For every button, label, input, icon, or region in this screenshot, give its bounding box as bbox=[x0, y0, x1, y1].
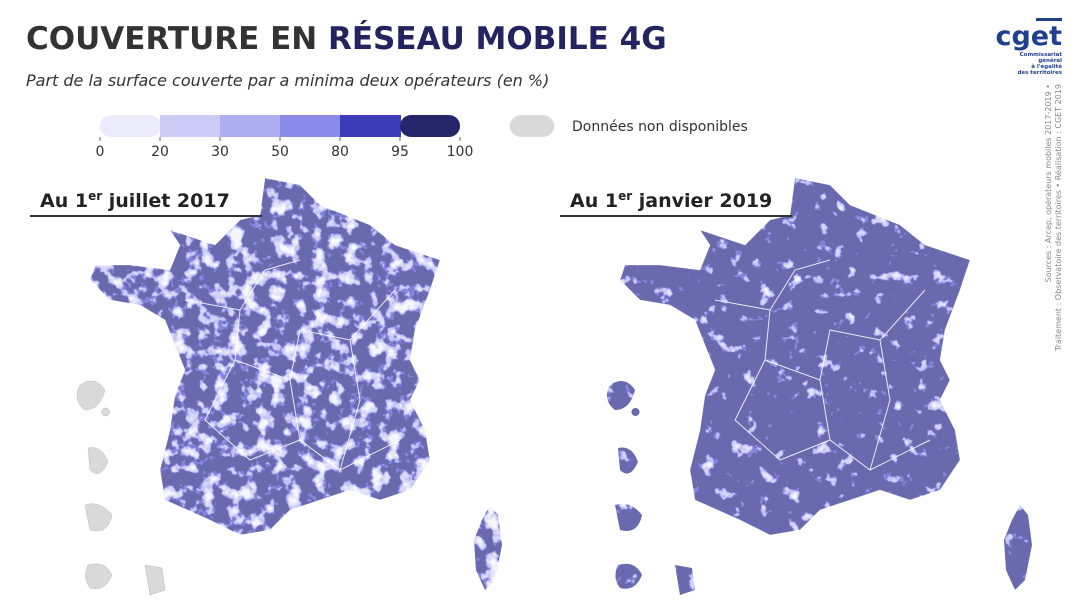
overseas-territory bbox=[76, 380, 106, 411]
legend-tick-label: 20 bbox=[151, 144, 169, 160]
map-title-sup: er bbox=[618, 189, 632, 203]
overseas-territory bbox=[606, 381, 635, 410]
overseas-territory bbox=[87, 447, 109, 474]
title-part: COUVERTURE EN bbox=[26, 21, 328, 57]
coverage-map bbox=[90, 178, 502, 590]
mainland bbox=[90, 178, 440, 535]
region-border bbox=[184, 259, 301, 311]
logo-caption: à l'égalité bbox=[1031, 63, 1062, 70]
overseas-territory bbox=[85, 563, 113, 589]
overseas bbox=[606, 381, 695, 595]
na-label: Données non disponibles bbox=[572, 119, 748, 135]
map-panel: Au 1er juillet 2017 bbox=[30, 177, 502, 596]
legend-swatch bbox=[400, 115, 460, 137]
legend-tick-label: 0 bbox=[96, 144, 105, 160]
region-border bbox=[234, 289, 396, 381]
legend-tick-label: 80 bbox=[331, 144, 349, 160]
region-border bbox=[204, 359, 401, 471]
logo-caption: général bbox=[1038, 57, 1062, 64]
region-border bbox=[289, 379, 301, 441]
map-title: Au 1er janvier 2019 bbox=[570, 189, 772, 212]
legend-tick-label: 50 bbox=[271, 144, 289, 160]
legend-swatch bbox=[100, 115, 161, 137]
overseas-territory bbox=[84, 503, 113, 532]
overseas-territory bbox=[101, 407, 110, 417]
mainland bbox=[620, 178, 970, 535]
map-panel: Au 1er janvier 2019 bbox=[560, 177, 1032, 595]
legend: 0 20 30 50 80 95 100 Données non disponibles bbox=[96, 115, 748, 160]
title: COUVERTURE EN RÉSEAU MOBILE 4G bbox=[26, 21, 667, 57]
legend-swatch bbox=[160, 115, 221, 137]
map-title-suffix: juillet 2017 bbox=[102, 190, 230, 212]
outline bbox=[619, 177, 971, 536]
region-border bbox=[764, 289, 926, 381]
legend-tick-label: 100 bbox=[447, 144, 474, 160]
corsica bbox=[474, 505, 502, 590]
logo-name: cget bbox=[995, 21, 1062, 52]
logo-caption: des territoires bbox=[1017, 70, 1062, 76]
overseas-territory bbox=[615, 563, 642, 589]
overseas-territory bbox=[144, 564, 166, 596]
overseas-territory bbox=[675, 565, 695, 595]
legend-swatch bbox=[220, 115, 281, 137]
map-title-prefix: Au 1 bbox=[40, 190, 88, 212]
map-title-sup: er bbox=[88, 189, 102, 203]
na-swatch bbox=[510, 115, 554, 137]
region-border bbox=[819, 379, 831, 441]
outline bbox=[89, 177, 441, 536]
maps: Au 1er juillet 2017 Au 1er janvier 2019 bbox=[30, 177, 1032, 596]
coverage-map bbox=[606, 178, 1032, 595]
subtitle: Part de la surface couverte par a minima… bbox=[26, 71, 549, 90]
region-border bbox=[714, 259, 831, 311]
region-border bbox=[869, 339, 891, 471]
region-border bbox=[734, 359, 931, 471]
region-border bbox=[339, 339, 361, 471]
source-note: Sources : Arcep, opérateurs mobiles 2017… bbox=[1043, 84, 1053, 282]
map-title-suffix: janvier 2019 bbox=[632, 190, 772, 212]
legend-swatch bbox=[280, 115, 341, 137]
map-title-prefix: Au 1 bbox=[570, 190, 618, 212]
title-highlight: RÉSEAU MOBILE 4G bbox=[328, 21, 667, 57]
map-title: Au 1er juillet 2017 bbox=[40, 189, 230, 212]
legend-tick-label: 95 bbox=[391, 144, 409, 160]
overseas-territory bbox=[615, 503, 642, 531]
logo-caption: Commissariat bbox=[1020, 52, 1063, 58]
overseas-territory bbox=[631, 408, 640, 416]
overseas-territory bbox=[618, 447, 638, 474]
corsica bbox=[1004, 505, 1032, 590]
legend-tick-label: 30 bbox=[211, 144, 229, 160]
legend-swatch bbox=[340, 115, 401, 137]
source-note: Traitement : Observatoire des territoire… bbox=[1053, 84, 1063, 352]
overseas bbox=[76, 380, 166, 596]
